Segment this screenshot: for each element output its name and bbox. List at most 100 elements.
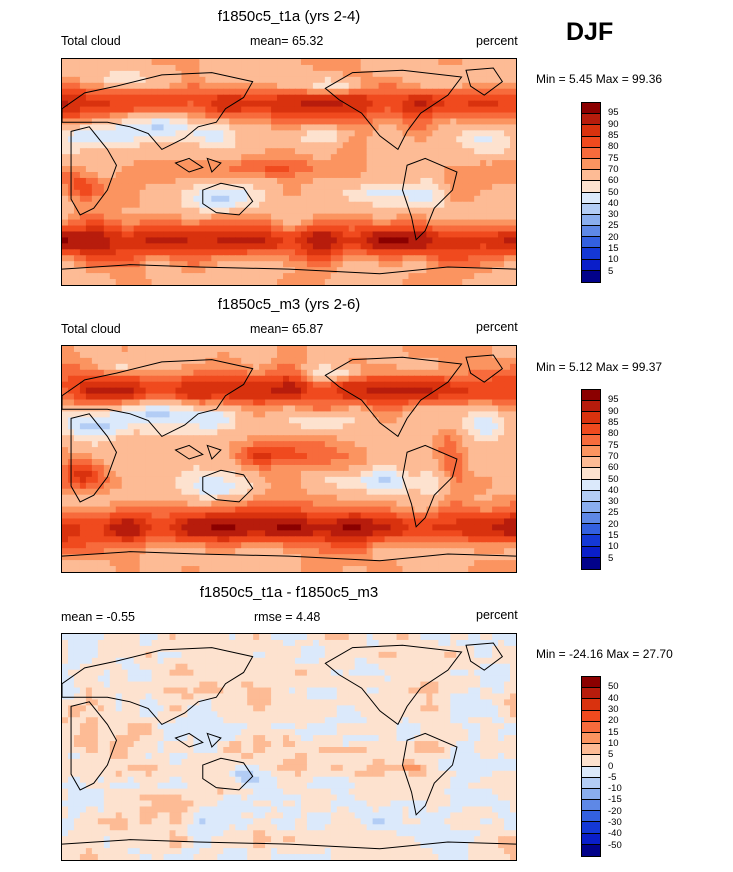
field-cell (205, 219, 212, 227)
field-cell (253, 82, 260, 90)
field-cell (492, 64, 499, 72)
field-cell (372, 435, 380, 442)
field-cell (510, 112, 516, 120)
field-cell (163, 160, 171, 167)
field-cell (474, 470, 481, 478)
field-cell (211, 154, 218, 161)
field-cell (498, 255, 505, 262)
field-cell (217, 441, 224, 448)
field-cell (402, 160, 410, 167)
field-cell (193, 249, 200, 256)
field-cell (121, 500, 129, 508)
field-cell (127, 130, 135, 137)
field-cell (312, 369, 320, 377)
field-cell (456, 142, 463, 149)
field-cell (235, 136, 242, 143)
field-cell (181, 160, 189, 167)
field-cell (253, 279, 260, 285)
field-cell (259, 363, 266, 371)
field-cell (504, 207, 511, 215)
field-cell (408, 459, 416, 466)
field-cell (121, 237, 129, 244)
field-cell (121, 417, 129, 424)
field-cell (306, 195, 314, 203)
field-cell (247, 494, 254, 502)
field-cell (151, 124, 159, 131)
field-cell (217, 279, 224, 285)
field-cell (205, 207, 212, 215)
field-cell (456, 213, 463, 221)
field-cell (97, 70, 105, 78)
field-cell (205, 124, 212, 131)
field-cell (109, 243, 117, 250)
field-cell (408, 494, 416, 502)
field-cell (157, 94, 165, 102)
field-cell (181, 375, 189, 383)
field-cell (97, 417, 105, 424)
field-cell (444, 405, 451, 413)
field-cell (390, 435, 398, 442)
field-cell (109, 219, 117, 227)
field-cell (223, 453, 230, 460)
field-cell (121, 255, 129, 262)
field-cell (127, 417, 135, 424)
field-cell (283, 76, 290, 84)
field-cell (67, 393, 75, 401)
field-cell (300, 488, 308, 496)
field-cell (336, 112, 344, 120)
field-cell (390, 261, 398, 268)
field-cell (205, 225, 212, 233)
field-cell (271, 393, 278, 401)
field-cell (366, 213, 374, 221)
field-cell (229, 231, 236, 239)
field-cell (498, 470, 505, 478)
field-cell (127, 106, 135, 114)
field-cell (163, 195, 171, 203)
field-cell (103, 100, 111, 108)
field-cell (396, 476, 404, 484)
field-cell (330, 100, 338, 108)
field-cell (181, 213, 189, 221)
field-cell (187, 375, 195, 383)
field-cell (294, 124, 302, 131)
field-cell (306, 255, 314, 262)
field-cell (432, 351, 439, 359)
field-cell (103, 423, 111, 430)
field-cell (193, 476, 200, 484)
field-cell (265, 375, 272, 383)
field-cell (139, 476, 147, 484)
field-cell (498, 177, 505, 185)
field-cell (73, 166, 81, 173)
field-cell (205, 346, 212, 353)
field-cell (139, 130, 147, 137)
field-cell (91, 70, 99, 78)
field-cell (468, 417, 475, 424)
field-cell (211, 261, 218, 268)
field-cell (199, 59, 206, 66)
colorbar-tick-label: 20 (608, 231, 619, 243)
field-cell (438, 142, 445, 149)
field-cell (312, 88, 320, 96)
field-cell (378, 476, 386, 484)
field-cell (271, 482, 278, 490)
field-cell (456, 494, 463, 502)
field-cell (277, 237, 284, 244)
field-cell (187, 231, 195, 239)
field-cell (450, 363, 457, 371)
field-cell (241, 118, 248, 126)
field-cell (474, 124, 481, 131)
field-cell (247, 160, 254, 167)
field-cell (97, 201, 105, 209)
field-cell (151, 142, 159, 149)
field-cell (229, 482, 236, 490)
field-cell (462, 189, 469, 197)
field-cell (235, 100, 242, 108)
field-cell (378, 255, 386, 262)
field-cell (318, 82, 326, 90)
field-cell (157, 357, 165, 365)
field-cell (510, 207, 516, 215)
coastline (401, 157, 458, 241)
field-cell (169, 488, 177, 496)
field-cell (97, 464, 105, 472)
field-cell (324, 106, 332, 114)
